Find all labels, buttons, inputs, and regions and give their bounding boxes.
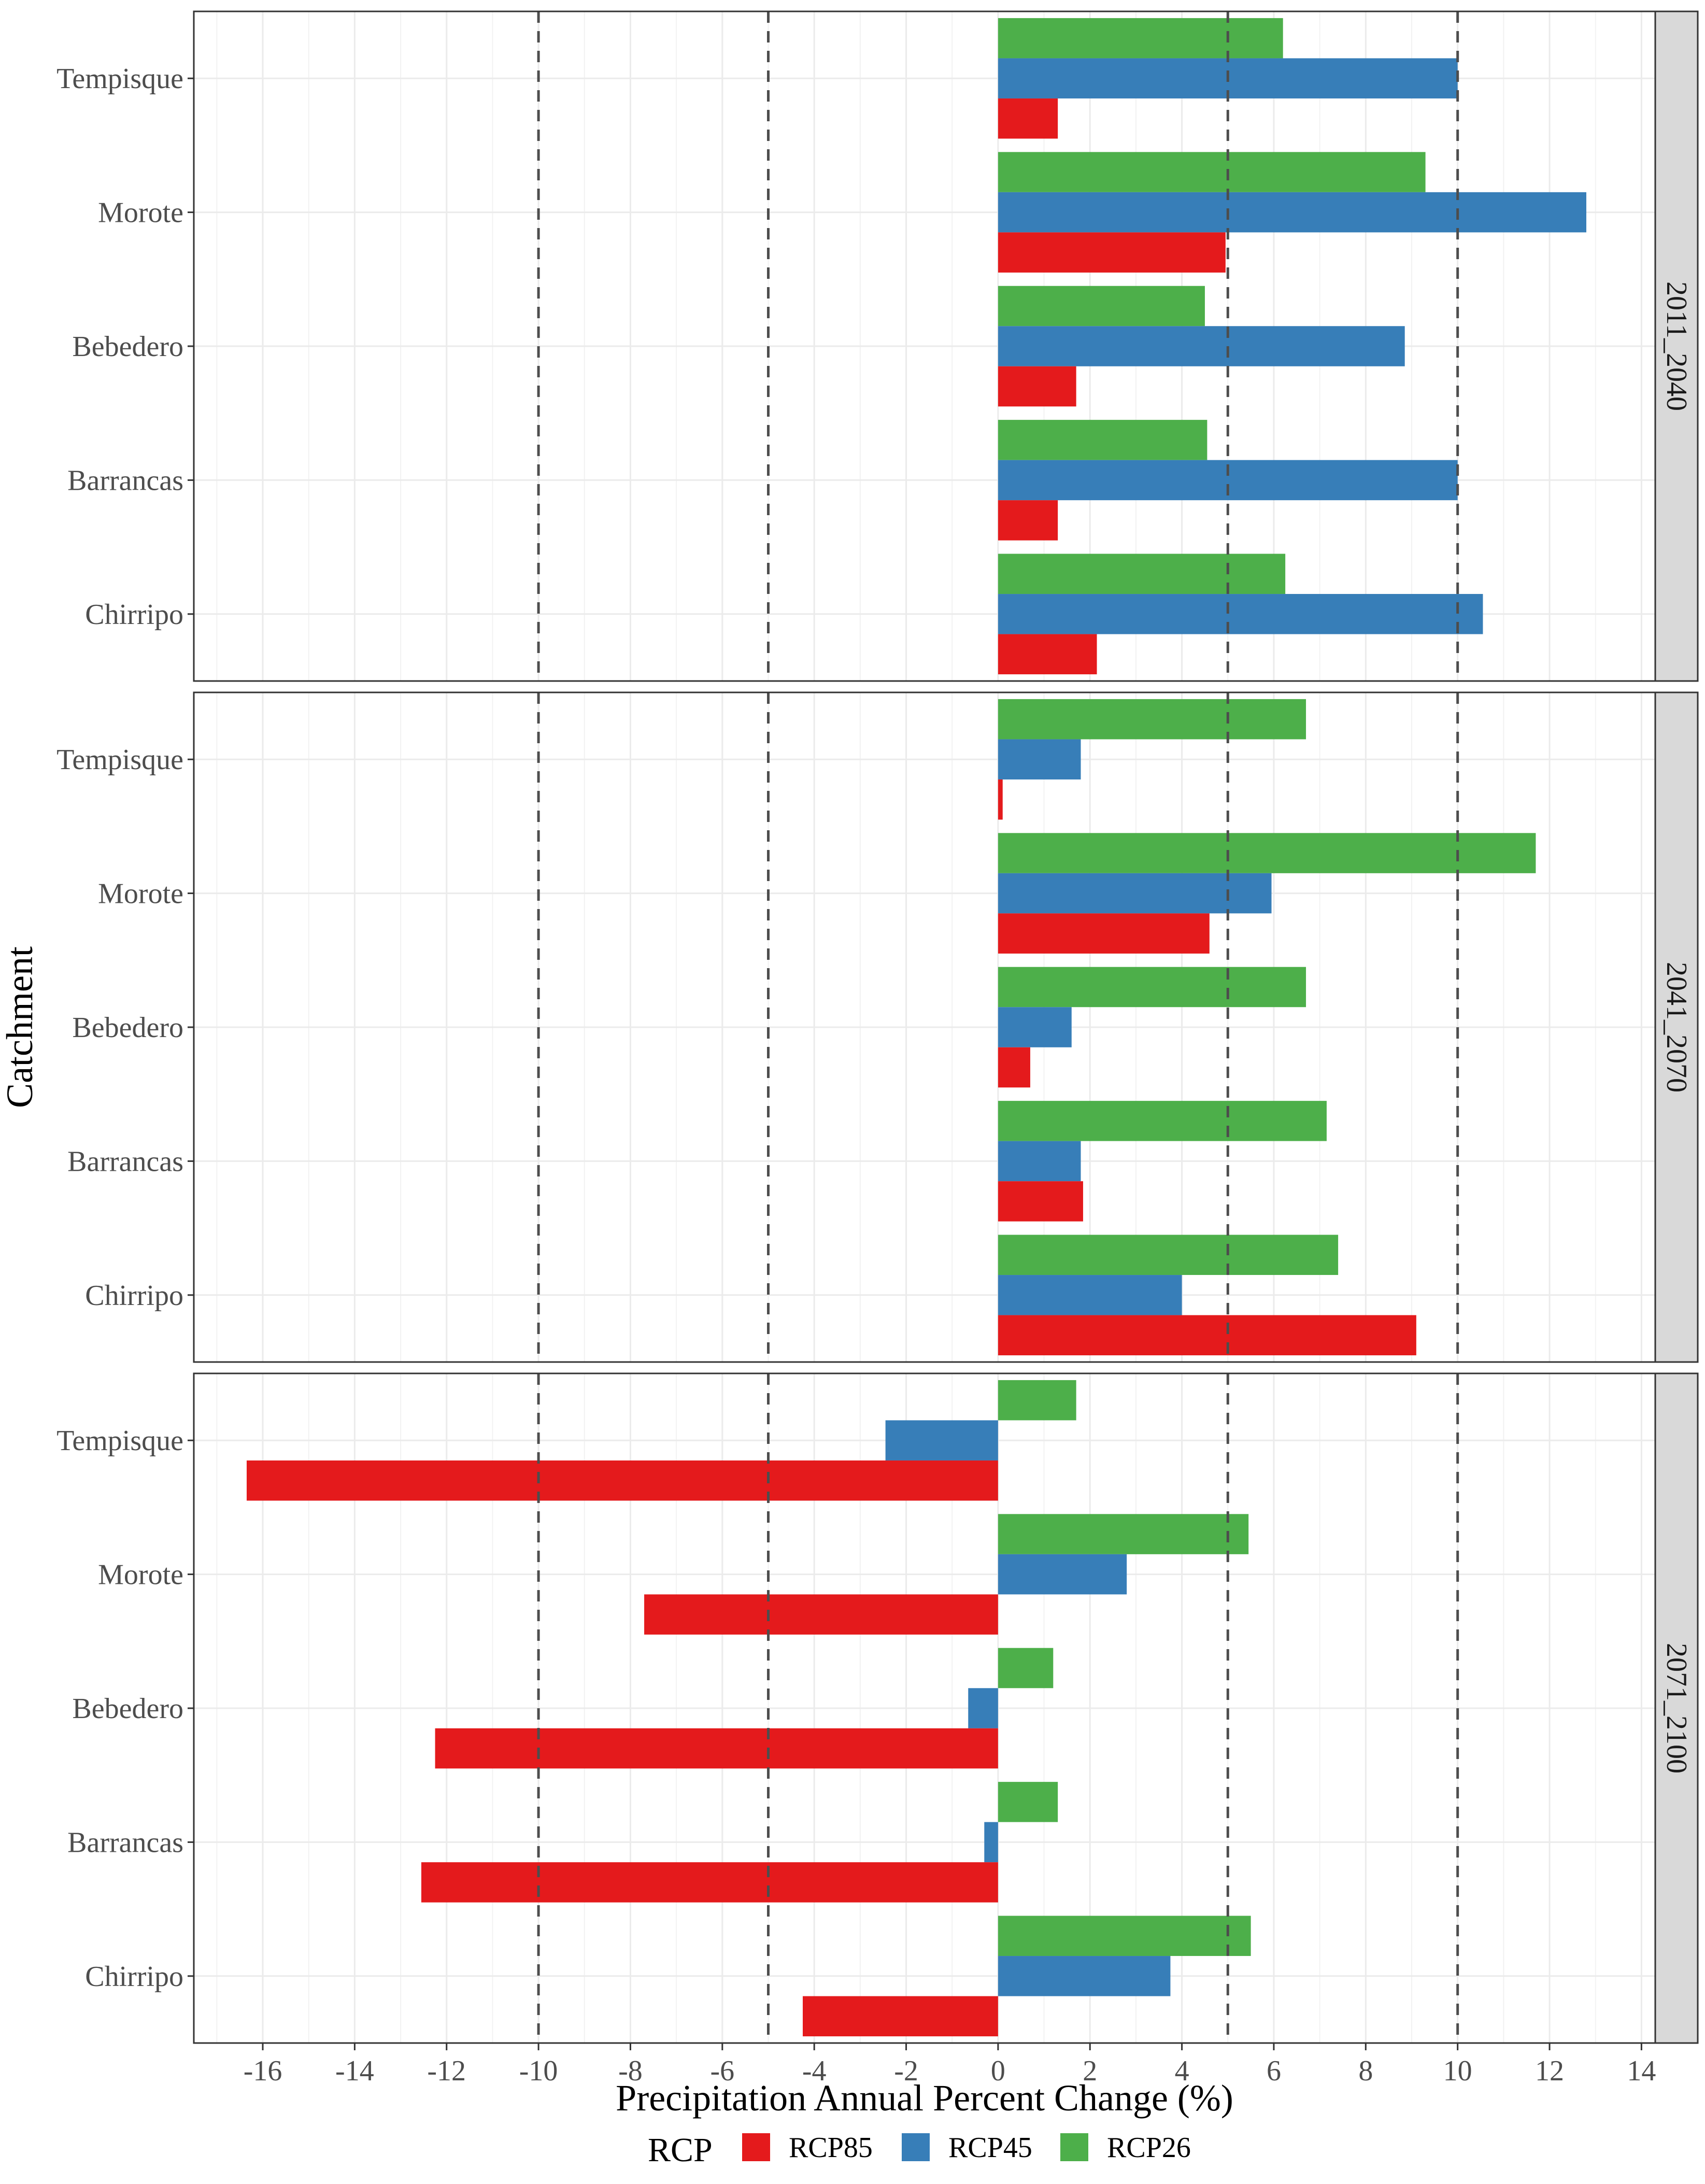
category-label: Bebedero [72, 1693, 183, 1725]
bar-rcp26-tempisque [998, 1380, 1076, 1421]
bar-rcp85-barrancas [421, 1862, 998, 1903]
category-label: Bebedero [72, 1012, 183, 1044]
bar-rcp45-barrancas [998, 1141, 1081, 1182]
legend-swatch-rcp85 [742, 2133, 770, 2161]
bar-rcp85-bebedero [435, 1728, 998, 1769]
bar-rcp26-barrancas [998, 420, 1207, 460]
category-label: Chirripo [85, 599, 183, 631]
x-tick-label: -8 [618, 2055, 643, 2087]
category-label: Chirripo [85, 1961, 183, 1993]
x-tick-label: 6 [1267, 2055, 1281, 2087]
legend-label-rcp45: RCP45 [948, 2132, 1032, 2164]
category-label: Chirripo [85, 1280, 183, 1312]
bar-rcp45-bebedero [968, 1688, 998, 1728]
facet-strip [1654, 10, 1699, 682]
bar-rcp85-bebedero [998, 1047, 1030, 1088]
bar-rcp45-tempisque [998, 739, 1081, 779]
bar-rcp85-morote [644, 1594, 998, 1635]
bar-rcp45-chirripo [998, 1956, 1171, 1996]
bar-rcp85-chirripo [803, 1996, 998, 2037]
facet-strip-label: 2041_2070 [1660, 962, 1693, 1093]
category-label: Morote [98, 1559, 183, 1591]
x-tick-label: 10 [1443, 2055, 1472, 2087]
x-axis-title: Precipitation Annual Percent Change (%) [616, 2077, 1233, 2119]
bar-rcp45-bebedero [998, 326, 1405, 366]
bar-rcp45-bebedero [998, 1007, 1072, 1047]
bar-rcp85-chirripo [998, 1315, 1416, 1356]
x-tick-label: -12 [427, 2055, 466, 2087]
bar-rcp26-bebedero [998, 286, 1205, 327]
y-axis-title: Catchment [0, 946, 40, 1108]
x-tick-label: -4 [802, 2055, 827, 2087]
bar-rcp85-tempisque [246, 1460, 998, 1501]
bar-rcp26-tempisque [998, 699, 1306, 740]
x-tick-label: -6 [710, 2055, 734, 2087]
legend-swatch-rcp45 [902, 2133, 930, 2161]
bar-rcp26-morote [998, 1514, 1249, 1554]
category-label: Barrancas [67, 464, 183, 497]
bar-rcp85-barrancas [998, 1181, 1083, 1222]
legend-label-rcp26: RCP26 [1107, 2132, 1191, 2164]
bar-rcp85-bebedero [998, 366, 1076, 407]
x-tick-label: 4 [1175, 2055, 1189, 2087]
x-tick-label: 2 [1083, 2055, 1097, 2087]
bar-rcp85-morote [998, 913, 1210, 954]
bar-rcp85-chirripo [998, 634, 1097, 675]
bar-rcp85-tempisque [998, 98, 1058, 139]
bar-rcp45-morote [998, 192, 1586, 233]
category-label: Tempisque [56, 744, 183, 776]
category-label: Barrancas [67, 1145, 183, 1178]
bar-rcp45-chirripo [998, 1275, 1182, 1315]
x-tick-label: 12 [1535, 2055, 1564, 2087]
x-tick-label: 14 [1627, 2055, 1656, 2087]
bar-rcp26-bebedero [998, 1648, 1054, 1689]
facet-strip-label: 2011_2040 [1660, 281, 1693, 411]
bar-rcp45-barrancas [984, 1822, 998, 1863]
category-label: Bebedero [72, 331, 183, 363]
category-label: Morote [98, 878, 183, 910]
bar-rcp26-chirripo [998, 1235, 1339, 1275]
legend-label-rcp85: RCP85 [789, 2132, 873, 2164]
bar-rcp85-morote [998, 232, 1226, 273]
bar-rcp26-morote [998, 152, 1426, 192]
bar-rcp85-barrancas [998, 500, 1058, 541]
bar-rcp45-morote [998, 1554, 1127, 1595]
x-tick-label: -10 [519, 2055, 558, 2087]
bar-rcp26-chirripo [998, 554, 1286, 594]
bar-rcp85-tempisque [998, 779, 1003, 820]
facet-strip [1654, 1372, 1699, 2044]
facet-strip [1654, 691, 1699, 1363]
bar-rcp26-barrancas [998, 1101, 1327, 1141]
bar-rcp26-tempisque [998, 18, 1283, 59]
x-tick-label: -14 [335, 2055, 374, 2087]
bar-rcp26-bebedero [998, 967, 1306, 1008]
facet-strip-label: 2071_2100 [1660, 1643, 1693, 1774]
x-tick-label: 8 [1358, 2055, 1373, 2087]
x-tick-label: -16 [244, 2055, 282, 2087]
category-label: Tempisque [56, 63, 183, 95]
category-label: Tempisque [56, 1425, 183, 1457]
category-label: Morote [98, 197, 183, 229]
bar-rcp45-morote [998, 873, 1272, 914]
bar-rcp26-barrancas [998, 1782, 1058, 1822]
category-label: Barrancas [67, 1826, 183, 1859]
legend-swatch-rcp26 [1060, 2133, 1088, 2161]
x-tick-label: -2 [894, 2055, 918, 2087]
legend-title: RCP [648, 2131, 713, 2169]
x-tick-label: 0 [991, 2055, 1005, 2087]
bar-rcp26-chirripo [998, 1916, 1251, 1956]
bar-rcp45-tempisque [885, 1420, 998, 1460]
bar-rcp45-chirripo [998, 594, 1483, 634]
bar-rcp26-morote [998, 833, 1536, 873]
